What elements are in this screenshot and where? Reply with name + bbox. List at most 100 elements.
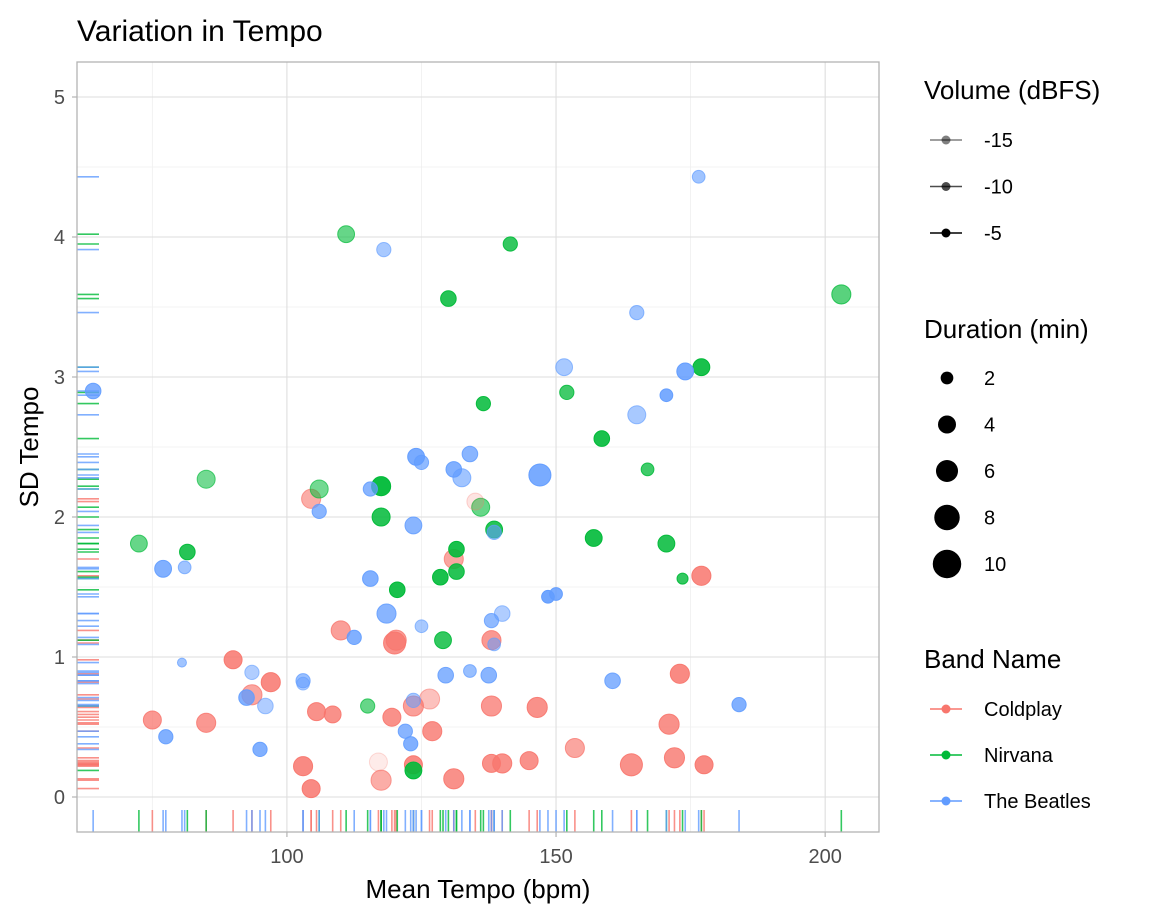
- data-point-coldplay: [370, 769, 392, 791]
- data-point-coldplay: [694, 755, 714, 775]
- legend-key-point: [941, 704, 951, 714]
- data-point-coldplay: [422, 721, 443, 742]
- data-point-coldplay: [330, 620, 351, 641]
- x-tick-label: 100: [270, 846, 303, 868]
- data-point-the-beatles: [463, 664, 477, 678]
- data-point-the-beatles: [445, 461, 463, 478]
- data-point-coldplay: [301, 779, 321, 799]
- legend-label-volume: -5: [984, 223, 1002, 245]
- data-point-nirvana: [448, 563, 465, 580]
- data-point-nirvana: [559, 384, 575, 401]
- data-point-the-beatles: [177, 560, 192, 575]
- data-point-nirvana: [640, 462, 655, 477]
- x-tick-label: 150: [539, 846, 572, 868]
- data-point-nirvana: [475, 395, 491, 412]
- data-point-the-beatles: [376, 603, 397, 624]
- data-point-the-beatles: [362, 481, 378, 497]
- legend-key-size: [934, 504, 960, 531]
- data-point-the-beatles: [604, 672, 621, 690]
- legend-key-point: [941, 796, 951, 806]
- data-point-coldplay: [196, 712, 217, 733]
- legend-label-duration: 4: [984, 415, 995, 437]
- data-point-the-beatles: [483, 612, 500, 629]
- data-point-coldplay: [564, 737, 585, 759]
- data-point-coldplay: [480, 695, 503, 717]
- data-point-the-beatles: [437, 666, 454, 684]
- data-point-coldplay: [519, 751, 539, 771]
- data-point-the-beatles: [158, 729, 174, 745]
- legend-label-duration: 8: [984, 508, 995, 530]
- data-point-coldplay: [466, 492, 485, 511]
- data-point-nirvana: [371, 507, 391, 527]
- data-point-nirvana: [388, 581, 406, 599]
- legend-label-duration: 2: [984, 368, 995, 390]
- data-point-coldplay: [658, 713, 680, 735]
- legend-label-band: Coldplay: [984, 699, 1062, 721]
- data-point-coldplay: [260, 672, 281, 693]
- y-tick-label: 1: [54, 647, 65, 669]
- data-point-the-beatles: [405, 692, 422, 709]
- legend-key-size: [940, 371, 954, 385]
- data-point-the-beatles: [629, 304, 645, 321]
- data-point-nirvana: [448, 540, 465, 558]
- data-point-the-beatles: [627, 405, 647, 425]
- legend-label-duration: 10: [984, 554, 1006, 576]
- data-point-the-beatles: [362, 570, 379, 587]
- data-point-the-beatles: [238, 689, 255, 706]
- data-point-nirvana: [309, 479, 329, 499]
- legend-key-size: [932, 549, 962, 579]
- data-point-the-beatles: [296, 676, 310, 691]
- data-point-the-beatles: [257, 697, 274, 715]
- data-point-coldplay: [443, 768, 465, 790]
- data-point-the-beatles: [480, 666, 498, 684]
- data-point-the-beatles: [154, 559, 173, 578]
- data-point-nirvana: [196, 469, 216, 489]
- data-point-the-beatles: [244, 664, 260, 681]
- data-point-the-beatles: [252, 741, 268, 758]
- data-point-coldplay: [481, 753, 501, 773]
- data-point-nirvana: [593, 430, 611, 447]
- data-point-the-beatles: [676, 362, 695, 381]
- data-point-the-beatles: [487, 637, 502, 652]
- data-point-the-beatles: [311, 503, 327, 520]
- data-point-the-beatles: [376, 241, 392, 258]
- data-point-the-beatles: [403, 736, 419, 752]
- data-point-coldplay: [382, 707, 402, 727]
- legend-key-point: [941, 182, 951, 191]
- legend-title-volume: Volume (dBFS): [924, 75, 1100, 105]
- legend-label-band: The Beatles: [984, 791, 1091, 813]
- data-point-nirvana: [471, 497, 491, 517]
- data-point-the-beatles: [84, 382, 102, 400]
- data-point-coldplay: [619, 753, 643, 777]
- data-point-coldplay: [368, 752, 388, 772]
- legend-key-size: [938, 415, 956, 434]
- data-point-the-beatles: [691, 169, 706, 184]
- data-point-coldplay: [691, 565, 712, 586]
- x-tick-label: 200: [808, 846, 841, 868]
- legend-label-volume: -10: [984, 177, 1013, 199]
- data-point-coldplay: [323, 705, 342, 724]
- plot-border: [76, 61, 880, 833]
- data-point-coldplay: [663, 747, 686, 769]
- data-point-nirvana: [692, 358, 711, 377]
- data-point-coldplay: [418, 688, 441, 710]
- data-point-nirvana: [676, 572, 689, 585]
- data-point-the-beatles: [461, 445, 479, 463]
- data-point-coldplay: [307, 702, 327, 722]
- data-point-the-beatles: [414, 619, 429, 634]
- data-point-nirvana: [440, 290, 457, 307]
- legend-title-duration: Duration (min): [924, 314, 1089, 344]
- legend-label-duration: 6: [984, 461, 995, 483]
- data-point-coldplay: [669, 663, 690, 684]
- legend-key-point: [941, 750, 951, 760]
- y-tick-label: 0: [54, 787, 65, 809]
- legend-label-volume: -15: [984, 130, 1013, 152]
- data-point-nirvana: [502, 236, 518, 252]
- data-point-the-beatles: [555, 358, 574, 377]
- data-point-the-beatles: [486, 524, 502, 541]
- data-point-the-beatles: [731, 696, 747, 713]
- y-tick-label: 3: [54, 367, 65, 389]
- data-point-nirvana: [404, 761, 423, 780]
- legend-key-size: [935, 459, 959, 483]
